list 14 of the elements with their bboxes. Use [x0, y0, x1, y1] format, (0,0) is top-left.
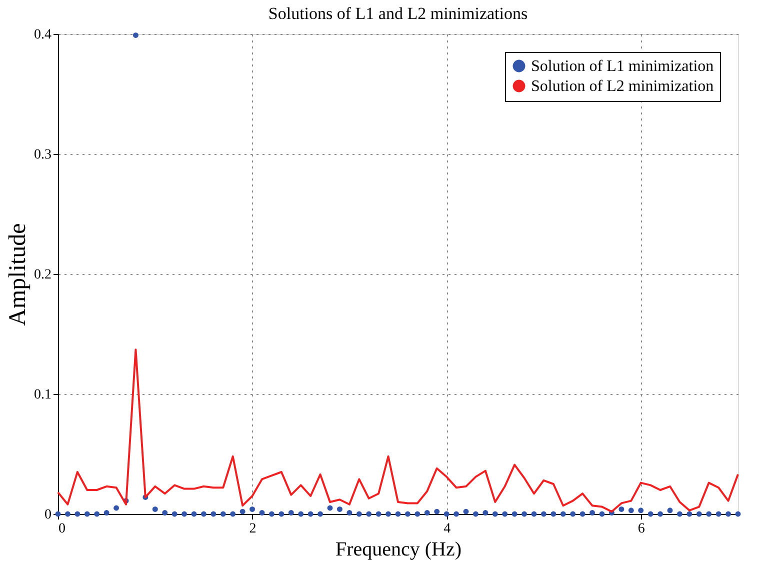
y-tick-label: 0.4	[34, 28, 52, 42]
x-tick-label: 4	[444, 522, 451, 536]
x-tick-label: 2	[249, 522, 256, 536]
legend-label: Solution of L1 minimization	[531, 58, 714, 75]
legend-label: Solution of L2 minimization	[531, 78, 714, 95]
x-tick-label: 0	[58, 522, 66, 536]
y-tick-label: 0	[44, 508, 52, 522]
x-axis-title: Frequency (Hz)	[335, 538, 462, 560]
y-tick-label: 0.2	[34, 268, 52, 282]
y-tick-label: 0.1	[34, 388, 52, 402]
y-axis-title: Amplitude	[5, 223, 31, 326]
y-tick-label: 0.3	[34, 148, 52, 162]
chart-title: Solutions of L1 and L2 minimizations	[268, 4, 528, 23]
x-tick-label: 6	[638, 522, 645, 536]
